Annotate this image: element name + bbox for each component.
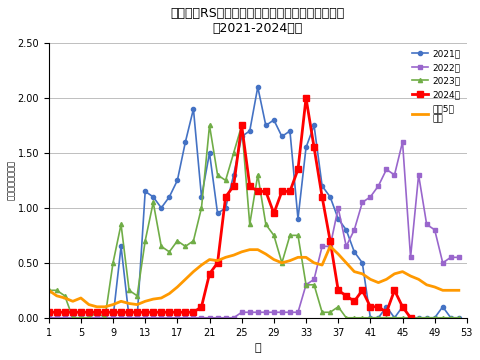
2023年 bbox=[207, 123, 213, 128]
2021年 bbox=[319, 184, 325, 188]
X-axis label: 週: 週 bbox=[254, 343, 261, 353]
2021年 bbox=[191, 107, 196, 111]
2024年 bbox=[351, 299, 357, 303]
2024年 bbox=[375, 305, 381, 309]
2023年 bbox=[279, 261, 285, 265]
2024年 bbox=[182, 310, 188, 314]
2024年 bbox=[319, 195, 325, 199]
2024年 bbox=[150, 310, 156, 314]
2024年 bbox=[327, 239, 333, 243]
2022年 bbox=[295, 310, 301, 314]
2023年 bbox=[311, 283, 317, 287]
過去5年
平均 bbox=[199, 263, 204, 267]
2024年 bbox=[86, 310, 92, 314]
2024年 bbox=[110, 310, 116, 314]
2024年 bbox=[303, 96, 309, 100]
2022年 bbox=[239, 310, 245, 314]
2024年 bbox=[384, 310, 389, 314]
2022年 bbox=[311, 277, 317, 282]
過去5年
平均 bbox=[319, 263, 325, 267]
2024年 bbox=[134, 310, 140, 314]
2024年 bbox=[247, 184, 252, 188]
2024年 bbox=[199, 305, 204, 309]
Title: 青森県のRSウイルス感染症　　定点当たり報告数
（2021-2024年）: 青森県のRSウイルス感染症 定点当たり報告数 （2021-2024年） bbox=[171, 7, 345, 35]
Y-axis label: 定点当たり報告数: 定点当たり報告数 bbox=[7, 161, 16, 201]
2022年 bbox=[432, 228, 438, 232]
2024年 bbox=[191, 310, 196, 314]
2024年 bbox=[62, 310, 68, 314]
2024年 bbox=[239, 123, 245, 128]
2024年 bbox=[223, 195, 228, 199]
2024年 bbox=[255, 189, 261, 194]
2024年 bbox=[158, 310, 164, 314]
Legend: 2021年, 2022年, 2023年, 2024年, 過去5年
平均: 2021年, 2022年, 2023年, 2024年, 過去5年 平均 bbox=[408, 46, 464, 127]
過去5年
平均 bbox=[247, 247, 252, 252]
2024年 bbox=[46, 310, 51, 314]
2024年 bbox=[94, 310, 100, 314]
2024年 bbox=[167, 310, 172, 314]
2023年 bbox=[86, 316, 92, 320]
2021年 bbox=[78, 316, 84, 320]
2022年 bbox=[78, 316, 84, 320]
2024年 bbox=[126, 310, 132, 314]
2024年 bbox=[343, 294, 349, 298]
2023年 bbox=[199, 206, 204, 210]
2023年 bbox=[70, 316, 76, 320]
2024年 bbox=[102, 310, 108, 314]
2024年 bbox=[392, 288, 397, 292]
2024年 bbox=[360, 288, 365, 292]
2024年 bbox=[408, 316, 413, 320]
Line: 2021年: 2021年 bbox=[47, 85, 461, 320]
過去5年
平均 bbox=[327, 244, 333, 248]
Line: 過去5年
平均: 過去5年 平均 bbox=[48, 246, 459, 307]
2021年 bbox=[46, 316, 51, 320]
2024年 bbox=[78, 310, 84, 314]
2022年 bbox=[456, 255, 462, 260]
過去5年
平均 bbox=[456, 288, 462, 292]
2021年 bbox=[432, 316, 438, 320]
2024年 bbox=[368, 305, 373, 309]
2022年 bbox=[191, 316, 196, 320]
過去5年
平均 bbox=[94, 305, 100, 309]
2024年 bbox=[287, 189, 293, 194]
2024年 bbox=[215, 261, 220, 265]
2024年 bbox=[311, 145, 317, 150]
2023年 bbox=[327, 310, 333, 314]
2023年 bbox=[46, 288, 51, 292]
過去5年
平均 bbox=[46, 288, 51, 292]
2023年 bbox=[255, 173, 261, 177]
2022年 bbox=[400, 140, 406, 144]
2024年 bbox=[400, 305, 406, 309]
2024年 bbox=[70, 310, 76, 314]
2022年 bbox=[46, 316, 51, 320]
Line: 2024年: 2024年 bbox=[46, 95, 413, 320]
Line: 2022年: 2022年 bbox=[47, 140, 461, 320]
2024年 bbox=[118, 310, 124, 314]
2023年 bbox=[456, 316, 462, 320]
2021年 bbox=[456, 316, 462, 320]
2024年 bbox=[207, 272, 213, 276]
2024年 bbox=[142, 310, 148, 314]
2024年 bbox=[174, 310, 180, 314]
2021年 bbox=[239, 134, 245, 139]
過去5年
平均 bbox=[303, 255, 309, 260]
2021年 bbox=[303, 145, 309, 150]
過去5年
平均 bbox=[78, 296, 84, 300]
2024年 bbox=[336, 288, 341, 292]
2021年 bbox=[255, 85, 261, 89]
2024年 bbox=[54, 310, 60, 314]
過去5年
平均 bbox=[271, 257, 277, 262]
2024年 bbox=[263, 189, 269, 194]
Line: 2023年: 2023年 bbox=[47, 123, 461, 320]
2024年 bbox=[295, 167, 301, 172]
2024年 bbox=[271, 211, 277, 216]
2024年 bbox=[231, 184, 237, 188]
2024年 bbox=[279, 189, 285, 194]
